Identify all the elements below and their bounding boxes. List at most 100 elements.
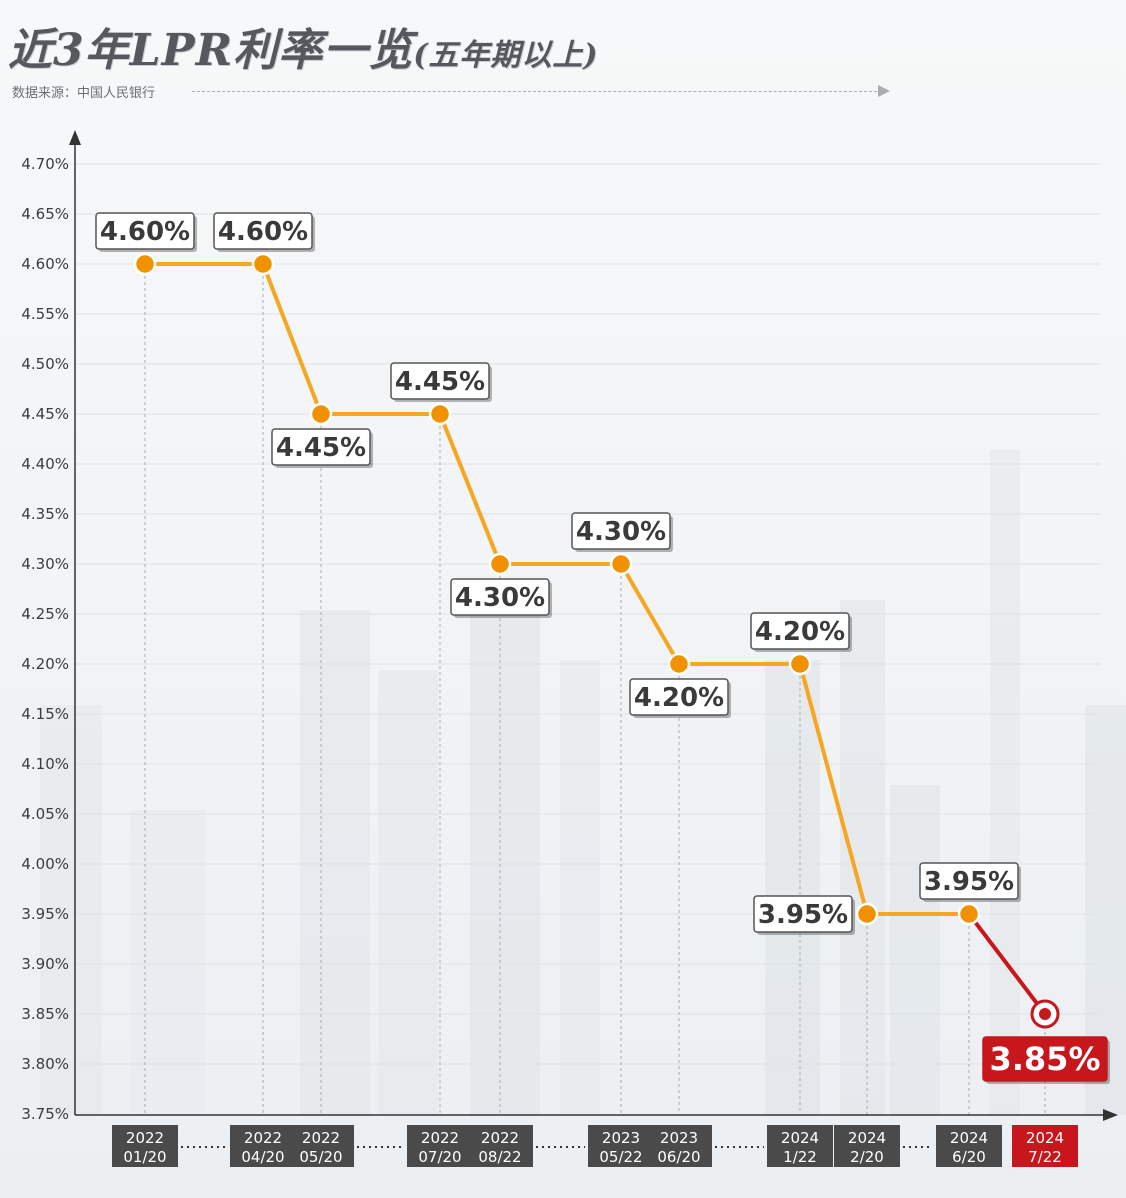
x-category-box [767,1125,833,1167]
y-tick-label: 4.35% [21,505,69,523]
series-line [143,262,1047,1016]
x-category-date: 1/22 [783,1148,817,1166]
data-point-marker [667,652,691,676]
x-category-year: 2024 [1026,1129,1064,1147]
data-label-box [919,862,1019,900]
x-category-box [112,1125,178,1167]
data-label: 4.45% [395,367,485,397]
x-category-box [834,1125,900,1167]
source-arrow-icon [878,85,890,97]
data-point-marker [309,402,333,426]
x-category-box [936,1125,1002,1167]
data-point-marker [133,252,157,276]
x-category-date: 06/20 [657,1148,700,1166]
y-tick-label: 4.60% [21,255,69,273]
y-tick-label: 4.25% [21,605,69,623]
data-label: 4.20% [634,683,724,713]
x-category-year: 2022 [421,1129,459,1147]
y-tick-label: 4.05% [21,805,69,823]
data-label: 4.30% [455,583,545,613]
y-tick-label: 4.15% [21,705,69,723]
category-guides [144,264,1046,1115]
x-category-date: 01/20 [123,1148,166,1166]
y-axis-arrow-icon [69,130,81,145]
data-label-box [390,362,490,400]
data-point-marker [609,552,633,576]
x-category-box [1012,1125,1078,1167]
x-category-box [467,1125,533,1167]
data-label: 4.60% [100,217,190,247]
x-category-box [588,1125,654,1167]
data-label-box [213,212,313,250]
x-category-year: 2022 [481,1129,519,1147]
title-main: 近3年LPR利率一览 [8,25,414,76]
axes [69,130,1118,1121]
x-category-date: 07/20 [418,1148,461,1166]
x-category-date: 2/20 [850,1148,884,1166]
x-category-year: 2022 [244,1129,282,1147]
x-category-year: 2024 [781,1129,819,1147]
y-tick-label: 3.80% [21,1055,69,1073]
x-category-box [646,1125,712,1167]
y-tick-label: 4.50% [21,355,69,373]
y-tick-label: 4.40% [21,455,69,473]
data-point-marker [788,652,812,676]
data-point-marker-core [1039,1008,1051,1020]
y-tick-label: 4.70% [21,155,69,173]
series-segment [967,912,1047,1016]
y-tick-label: 4.55% [21,305,69,323]
y-tick-label: 4.30% [21,555,69,573]
data-label: 3.85% [989,1040,1100,1078]
x-category-labels: 202201/20202204/20202205/20202207/202022… [112,1125,1078,1167]
y-tick-label: 3.95% [21,905,69,923]
title-subtitle: (五年期以上) [413,38,599,73]
chart-title: 近3年LPR利率一览(五年期以上) [8,14,599,78]
x-category-date: 05/20 [299,1148,342,1166]
series-segment [619,562,681,666]
data-point-marker [957,902,981,926]
x-category-year: 2023 [602,1129,640,1147]
series-segment [798,662,869,916]
data-label-box [271,428,371,466]
y-tick-labels: 4.70% 4.65% 4.60% 4.55% 4.50% 4.45% 4.40% 4.35%… [21,155,69,1123]
data-label-box [95,212,195,250]
x-category-year: 2022 [126,1129,164,1147]
data-label: 3.95% [924,867,1014,897]
data-source: 数据来源：中国人民银行 [12,86,156,101]
background-buildings [40,450,1126,1115]
x-category-date: 04/20 [241,1148,284,1166]
data-point-marker [855,902,879,926]
x-category-box [407,1125,473,1167]
x-category-year: 2023 [660,1129,698,1147]
data-point-marker [428,402,452,426]
y-tick-label: 4.00% [21,855,69,873]
data-label-box [982,1036,1108,1082]
y-tick-label: 4.20% [21,655,69,673]
x-category-box [288,1125,354,1167]
y-tick-label: 3.90% [21,955,69,973]
data-labels: 4.60% 4.60% 4.45% 4.45% 4.30% 4.30% 4.20% 4.20%… [95,212,1110,1084]
y-tick-label: 3.85% [21,1005,69,1023]
data-label: 4.30% [576,517,666,547]
data-label: 4.45% [276,433,366,463]
data-label: 4.60% [218,217,308,247]
x-category-year: 2024 [848,1129,886,1147]
data-point-marker [488,552,512,576]
data-label-box [629,678,729,716]
x-category-date: 08/22 [478,1148,521,1166]
x-category-date: 7/22 [1028,1148,1062,1166]
series-segment [438,412,502,566]
data-label: 4.20% [755,617,845,647]
y-tick-label: 4.65% [21,205,69,223]
x-category-date: 05/22 [599,1148,642,1166]
series-segment [261,262,323,416]
y-tick-label: 3.75% [21,1105,69,1123]
data-label-box [571,512,671,550]
data-label-box [753,895,853,933]
x-axis-arrow-icon [1103,1109,1118,1121]
x-category-year: 2022 [302,1129,340,1147]
x-category-date: 6/20 [952,1148,986,1166]
data-label-box [450,578,550,616]
y-tick-label: 4.45% [21,405,69,423]
y-tick-label: 4.10% [21,755,69,773]
